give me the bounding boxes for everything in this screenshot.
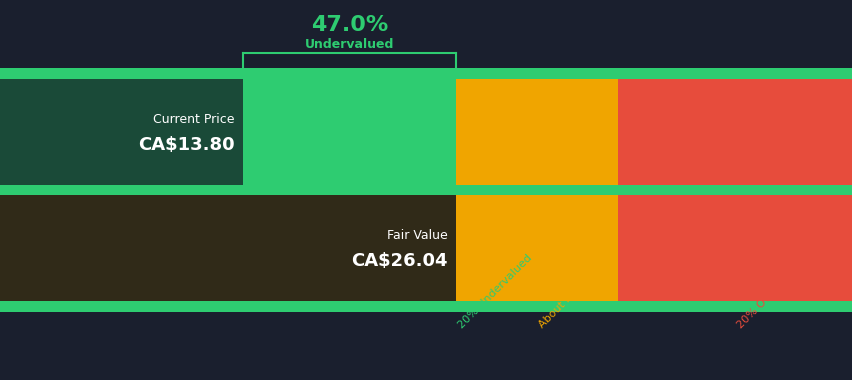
Bar [0, 68, 852, 79]
Bar [618, 68, 852, 312]
Text: CA$13.80: CA$13.80 [138, 136, 234, 154]
Bar [0, 301, 852, 312]
Bar [0, 195, 456, 301]
Text: Fair Value: Fair Value [387, 229, 447, 242]
Bar [0, 79, 243, 185]
Text: CA$26.04: CA$26.04 [351, 252, 447, 270]
Bar [0, 68, 456, 312]
Bar [0, 185, 852, 195]
Text: 47.0%: 47.0% [311, 15, 388, 35]
Text: About Right: About Right [537, 276, 590, 330]
Text: 20% Overvalued: 20% Overvalued [734, 257, 808, 330]
Text: Undervalued: Undervalued [305, 38, 394, 51]
Bar [456, 68, 618, 312]
Text: 20% Undervalued: 20% Undervalued [456, 252, 533, 330]
Text: Current Price: Current Price [153, 113, 234, 126]
